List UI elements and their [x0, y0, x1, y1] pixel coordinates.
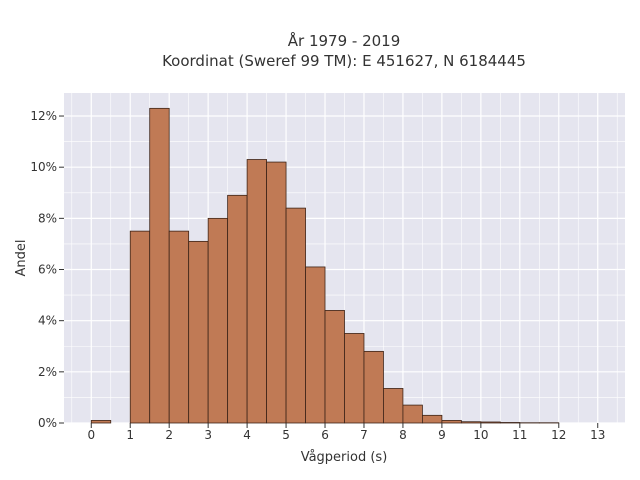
x-tick-label: 9 [438, 428, 446, 442]
x-tick-label: 7 [360, 428, 368, 442]
y-tick-label: 10% [30, 160, 57, 174]
histogram-bar [441, 420, 462, 424]
histogram-bar [246, 159, 267, 424]
chart-title-line1: År 1979 - 2019 [288, 31, 401, 50]
y-tick-label: 4% [38, 314, 57, 328]
histogram-bar [383, 388, 404, 424]
x-tick-label: 0 [87, 428, 95, 442]
y-axis-label: Andel [14, 240, 29, 277]
histogram-bar [168, 230, 190, 424]
histogram-bar [460, 421, 482, 424]
x-tick-label: 4 [243, 428, 251, 442]
x-tick-label: 2 [165, 428, 173, 442]
x-tick-label: 3 [204, 428, 212, 442]
histogram-bar [363, 350, 384, 424]
x-axis-ticks: 0 1 2 3 4 5 6 7 8 9 10 11 12 13 [87, 423, 605, 442]
x-tick-label: 11 [512, 428, 527, 442]
x-tick-label: 6 [321, 428, 329, 442]
y-tick-label: 12% [30, 109, 57, 123]
histogram-bar [422, 414, 443, 424]
histogram-bar [324, 310, 345, 424]
x-tick-label: 10 [473, 428, 488, 442]
x-axis-label: Vågperiod (s) [301, 450, 388, 465]
x-tick-label: 1 [126, 428, 134, 442]
histogram-bar [344, 333, 365, 424]
x-tick-label: 13 [590, 428, 605, 442]
x-tick-label: 5 [282, 428, 290, 442]
histogram-bar [305, 266, 326, 424]
y-tick-label: 6% [38, 263, 57, 277]
y-tick-label: 8% [38, 211, 57, 225]
y-tick-label: 0% [38, 416, 57, 430]
histogram-bar [188, 240, 209, 424]
histogram-bar [402, 404, 423, 424]
bars-layer [90, 107, 560, 424]
y-tick-label: 2% [38, 365, 57, 379]
histogram-bar [499, 422, 521, 424]
histogram-bar [129, 230, 151, 424]
histogram-bar [285, 207, 306, 424]
histogram-bar [207, 217, 229, 424]
chart-title-line2: Koordinat (Sweref 99 TM): E 451627, N 61… [162, 52, 526, 70]
x-tick-label: 12 [551, 428, 566, 442]
histogram-bar [149, 107, 170, 424]
histogram-bar [266, 161, 287, 424]
histogram-bar [480, 421, 501, 424]
x-tick-label: 8 [399, 428, 407, 442]
histogram-bar [90, 420, 112, 424]
y-axis-ticks: 0% 2% 4% 6% 8% 10% 12% [30, 109, 64, 430]
histogram-bar [227, 194, 248, 424]
